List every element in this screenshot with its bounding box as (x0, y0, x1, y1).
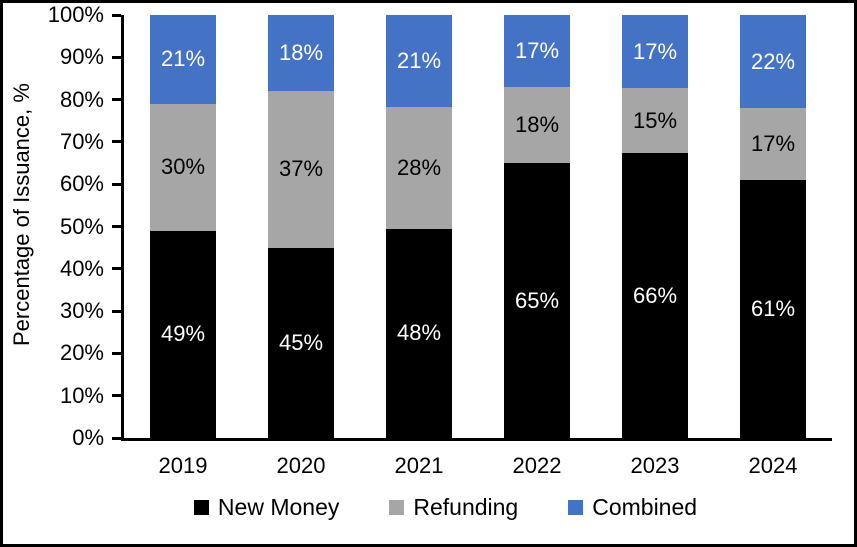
data-label-new-money-2024: 61% (750, 295, 796, 321)
bars-container: 21% 30% 49% 18% 37% 45% 21% 28% 48% 17% 18% 65% 17% 1… (124, 15, 832, 438)
data-label-new-money-2021: 48% (396, 320, 442, 346)
data-label-combined-2023: 17% (632, 38, 678, 64)
data-label-combined-2021: 21% (396, 47, 442, 73)
data-label-refunding-2022: 18% (514, 112, 560, 137)
bar-2023: 17% 15% 66% (622, 15, 688, 438)
data-label-new-money-2020: 45% (278, 329, 324, 355)
bar-segment-refunding-2020: 37% (268, 91, 334, 248)
bar-segment-new-money-2019: 49% (150, 230, 216, 438)
x-axis-label-2021: 2021 (394, 453, 444, 478)
data-label-refunding-2020: 37% (278, 156, 324, 182)
y-tick-label: 40% (59, 255, 104, 281)
legend-item-new-money: New Money (193, 493, 340, 521)
legend-swatch-new-money (193, 499, 209, 515)
bar-segment-refunding-2021: 28% (386, 106, 452, 229)
bar-segment-new-money-2020: 45% (268, 247, 334, 438)
y-tick-label: 50% (59, 213, 104, 239)
x-axis-label-2022: 2022 (512, 453, 562, 478)
data-label-refunding-2024: 17% (750, 131, 796, 157)
y-tick-mark (112, 140, 121, 144)
data-label-new-money-2023: 66% (632, 282, 678, 308)
data-label-new-money-2019: 49% (160, 321, 206, 347)
bar-segment-new-money-2024: 61% (740, 179, 806, 438)
bar-segment-combined-2024: 22% (740, 15, 806, 109)
bar-segment-refunding-2023: 15% (622, 88, 688, 154)
y-tick-label: 20% (59, 340, 104, 366)
bar-2019: 21% 30% 49% (150, 15, 216, 438)
legend-label-refunding: Refunding (413, 493, 519, 520)
legend-swatch-refunding (389, 499, 405, 515)
legend-item-refunding: Refunding (389, 494, 518, 521)
bar-segment-combined-2019: 21% (150, 15, 216, 104)
y-tick-label: 90% (59, 44, 104, 70)
bar-segment-combined-2020: 18% (268, 15, 334, 92)
y-tick-label: 100% (47, 2, 104, 27)
legend-item-combined: Combined (568, 494, 697, 521)
data-label-refunding-2023: 15% (632, 107, 678, 133)
bar-segment-refunding-2019: 30% (150, 103, 216, 231)
data-label-combined-2022: 17% (514, 37, 560, 63)
bar-2024: 22% 17% 61% (740, 15, 806, 438)
y-tick-label: 70% (59, 128, 104, 154)
data-label-combined-2024: 22% (750, 48, 796, 74)
plot-area: 21% 30% 49% 18% 37% 45% 21% 28% 48% 17% 18% 65% 17% 1… (121, 15, 832, 441)
y-tick-label: 30% (59, 298, 104, 324)
y-tick-label: 10% (59, 382, 104, 408)
x-axis-label-2024: 2024 (748, 453, 798, 478)
data-label-refunding-2019: 30% (160, 154, 206, 180)
x-axis-label-2023: 2023 (630, 453, 680, 478)
y-tick-mark (112, 225, 121, 228)
y-tick-label: 0% (72, 425, 104, 450)
legend-label-combined: Combined (592, 493, 698, 520)
y-tick-mark (112, 55, 121, 59)
y-tick-mark (112, 309, 121, 313)
bar-segment-combined-2022: 17% (504, 15, 570, 87)
y-tick-label: 80% (59, 86, 104, 112)
bar-slot-2021: 21% 28% 48% (360, 15, 478, 438)
bar-slot-2019: 21% 30% 49% (124, 15, 242, 438)
y-tick-mark (112, 182, 121, 186)
bar-segment-new-money-2021: 48% (386, 228, 452, 438)
y-tick-mark (112, 267, 121, 271)
x-axis-label-2020: 2020 (276, 453, 326, 478)
bar-segment-combined-2021: 21% (386, 15, 452, 107)
legend-label-new-money: New Money (217, 493, 340, 520)
y-tick-mark (112, 98, 121, 102)
y-tick-layer (109, 13, 121, 440)
legend: New Money Refunding Combined (37, 491, 854, 523)
bar-2020: 18% 37% 45% (268, 15, 334, 438)
data-label-new-money-2022: 65% (514, 287, 560, 313)
y-tick-mark (112, 13, 121, 17)
bar-slot-2023: 17% 15% 66% (596, 15, 714, 438)
data-label-combined-2020: 18% (278, 40, 324, 66)
bar-slot-2022: 17% 18% 65% (478, 15, 596, 438)
y-tick-mark (112, 394, 121, 398)
y-tick-mark (112, 351, 121, 355)
bar-segment-combined-2023: 17% (622, 15, 688, 89)
legend-swatch-combined (568, 499, 584, 515)
bar-segment-refunding-2024: 17% (740, 108, 806, 180)
bar-2021: 21% 28% 48% (386, 15, 452, 438)
bar-segment-refunding-2022: 18% (504, 86, 570, 164)
data-label-combined-2019: 21% (160, 46, 206, 72)
bar-slot-2024: 22% 17% 61% (714, 15, 832, 438)
y-tick-mark (112, 436, 121, 440)
y-axis-labels: 100% 90% 80% 70% 60% 50% 40% 30% 20% 10% 0% (3, 3, 104, 450)
plot-area-inner: 21% 30% 49% 18% 37% 45% 21% 28% 48% 17% 18% 65% 17% 1… (124, 15, 832, 438)
data-label-refunding-2021: 28% (396, 154, 442, 180)
x-axis-labels: 2019 2020 2021 2022 2023 2024 (124, 451, 832, 481)
y-tick-label: 60% (59, 171, 104, 197)
bar-segment-new-money-2023: 66% (622, 153, 688, 438)
bar-slot-2020: 18% 37% 45% (242, 15, 360, 438)
x-axis-label-2019: 2019 (158, 453, 208, 478)
bar-segment-new-money-2022: 65% (504, 163, 570, 438)
bar-2022: 17% 18% 65% (504, 15, 570, 438)
